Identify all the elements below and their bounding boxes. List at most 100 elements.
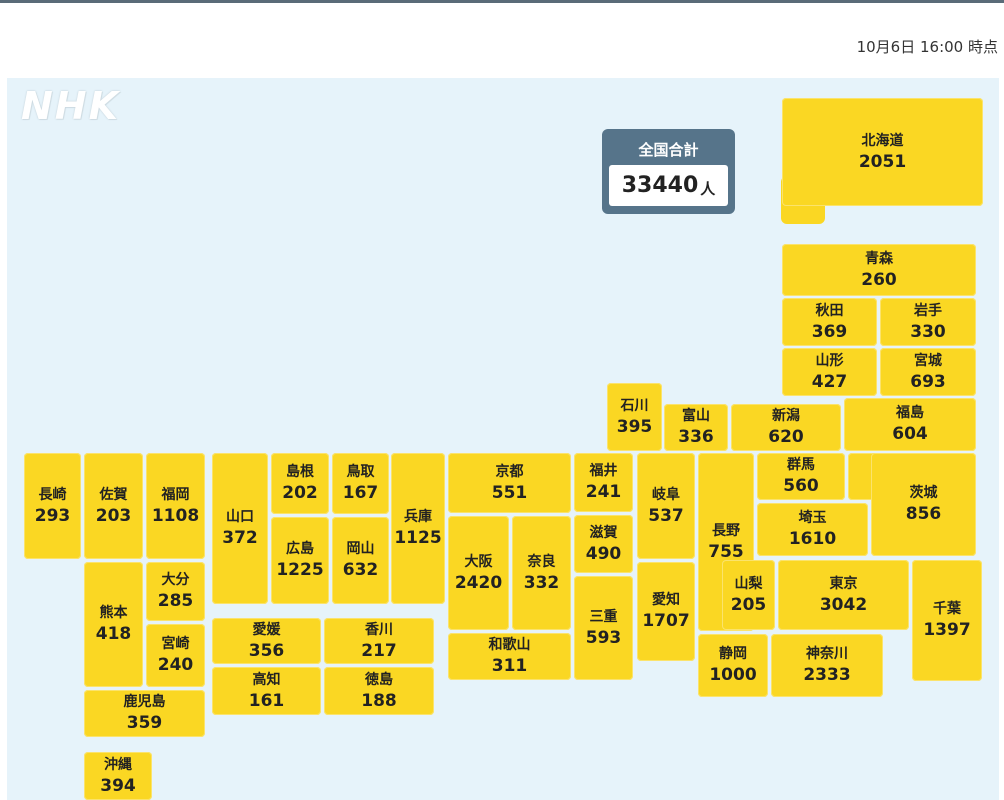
prefecture-tile-okayama[interactable]: 岡山 632 bbox=[332, 517, 389, 604]
prefecture-count: 560 bbox=[783, 476, 819, 496]
prefecture-count: 1610 bbox=[788, 529, 837, 549]
prefecture-tile-yamaguchi[interactable]: 山口 372 bbox=[212, 453, 268, 604]
prefecture-tile-shimane[interactable]: 島根 202 bbox=[271, 453, 329, 514]
prefecture-tile-mie[interactable]: 三重 593 bbox=[574, 576, 633, 680]
prefecture-tile-ibaraki[interactable]: 茨城 856 bbox=[871, 453, 976, 556]
prefecture-tile-gifu[interactable]: 岐阜 537 bbox=[637, 453, 695, 559]
prefecture-name: 山梨 bbox=[734, 575, 763, 592]
update-timestamp: 10月6日 16:00 時点 bbox=[856, 38, 998, 56]
prefecture-tile-hokkaido[interactable]: 北海道 2051 bbox=[782, 98, 983, 206]
prefecture-count: 293 bbox=[34, 505, 71, 526]
prefecture-count: 332 bbox=[523, 572, 560, 593]
prefecture-count: 551 bbox=[491, 482, 528, 503]
prefecture-tile-tottori[interactable]: 鳥取 167 bbox=[332, 453, 389, 514]
prefecture-count: 241 bbox=[585, 482, 622, 502]
prefecture-count: 285 bbox=[157, 591, 194, 611]
prefecture-count: 336 bbox=[678, 427, 714, 447]
prefecture-name: 長崎 bbox=[38, 486, 67, 503]
prefecture-tile-okinawa[interactable]: 沖縄 394 bbox=[84, 752, 152, 800]
prefecture-count: 394 bbox=[100, 775, 136, 796]
prefecture-name: 岡山 bbox=[346, 541, 375, 557]
prefecture-tile-oita[interactable]: 大分 285 bbox=[146, 562, 205, 621]
prefecture-name: 東京 bbox=[829, 575, 858, 592]
prefecture-name: 愛媛 bbox=[252, 621, 281, 638]
prefecture-tile-akita[interactable]: 秋田 369 bbox=[782, 298, 877, 346]
prefecture-count: 240 bbox=[157, 655, 194, 675]
prefecture-count: 620 bbox=[768, 427, 804, 447]
prefecture-name: 青森 bbox=[865, 250, 893, 267]
prefecture-count: 1225 bbox=[276, 560, 324, 580]
japan-tile-map: NHK 全国合計 33440 人 北海道 2051 青森 260 秋田 369 岩手 330 山… bbox=[7, 78, 999, 800]
prefecture-tile-toyama[interactable]: 富山 336 bbox=[664, 404, 728, 451]
prefecture-count: 2051 bbox=[858, 151, 907, 172]
prefecture-name: 福島 bbox=[896, 405, 924, 421]
national-total-box: 全国合計 33440 人 bbox=[602, 129, 735, 214]
prefecture-tile-yamanashi[interactable]: 山梨 205 bbox=[722, 560, 775, 630]
prefecture-tile-kochi[interactable]: 高知 161 bbox=[212, 667, 321, 715]
prefecture-name: 京都 bbox=[495, 463, 524, 480]
prefecture-tile-aomori[interactable]: 青森 260 bbox=[782, 244, 976, 296]
prefecture-tile-shizuoka[interactable]: 静岡 1000 bbox=[698, 634, 768, 697]
prefecture-count: 369 bbox=[811, 321, 848, 342]
prefecture-count: 205 bbox=[730, 594, 767, 615]
prefecture-tile-kagawa[interactable]: 香川 217 bbox=[324, 618, 434, 664]
prefecture-count: 217 bbox=[361, 640, 397, 661]
prefecture-name: 北海道 bbox=[861, 132, 904, 149]
prefecture-tile-aichi[interactable]: 愛知 1707 bbox=[637, 562, 695, 661]
prefecture-tile-yamagata[interactable]: 山形 427 bbox=[782, 348, 877, 396]
prefecture-tile-chiba[interactable]: 千葉 1397 bbox=[912, 560, 982, 681]
prefecture-count: 1125 bbox=[394, 528, 442, 548]
prefecture-tile-nara[interactable]: 奈良 332 bbox=[512, 516, 571, 630]
prefecture-tile-kyoto[interactable]: 京都 551 bbox=[448, 453, 571, 513]
prefecture-tile-fukui[interactable]: 福井 241 bbox=[574, 453, 633, 512]
prefecture-tile-kagoshima[interactable]: 鹿児島 359 bbox=[84, 690, 205, 737]
prefecture-name: 秋田 bbox=[815, 302, 844, 319]
prefecture-name: 兵庫 bbox=[404, 509, 432, 525]
prefecture-tile-miyagi[interactable]: 宮城 693 bbox=[880, 348, 976, 396]
prefecture-count: 755 bbox=[708, 541, 744, 562]
prefecture-count: 593 bbox=[585, 627, 622, 648]
prefecture-tile-osaka[interactable]: 大阪 2420 bbox=[448, 516, 509, 630]
prefecture-tile-tokushima[interactable]: 徳島 188 bbox=[324, 667, 434, 715]
nhk-logo: NHK bbox=[21, 84, 121, 128]
national-total-unit: 人 bbox=[700, 180, 716, 198]
prefecture-name: 神奈川 bbox=[806, 646, 848, 662]
prefecture-count: 856 bbox=[905, 504, 942, 524]
prefecture-tile-niigata[interactable]: 新潟 620 bbox=[731, 404, 841, 451]
prefecture-tile-ishikawa[interactable]: 石川 395 bbox=[607, 383, 662, 451]
prefecture-tile-nagasaki[interactable]: 長崎 293 bbox=[24, 453, 81, 559]
prefecture-count: 203 bbox=[95, 505, 132, 526]
prefecture-name: 静岡 bbox=[719, 646, 747, 662]
prefecture-tile-kanagawa[interactable]: 神奈川 2333 bbox=[771, 634, 883, 697]
prefecture-tile-tokyo[interactable]: 東京 3042 bbox=[778, 560, 909, 630]
prefecture-name: 石川 bbox=[620, 397, 649, 414]
prefecture-tile-shiga[interactable]: 滋賀 490 bbox=[574, 515, 633, 573]
prefecture-count: 1707 bbox=[642, 611, 690, 631]
prefecture-name: 富山 bbox=[682, 408, 710, 424]
prefecture-tile-saitama[interactable]: 埼玉 1610 bbox=[757, 503, 868, 556]
prefecture-tile-fukuoka[interactable]: 福岡 1108 bbox=[146, 453, 205, 559]
prefecture-name: 香川 bbox=[365, 621, 393, 638]
prefecture-count: 202 bbox=[282, 483, 318, 503]
prefecture-name: 広島 bbox=[286, 541, 314, 557]
prefecture-name: 愛知 bbox=[652, 592, 680, 608]
prefecture-tile-saga[interactable]: 佐賀 203 bbox=[84, 453, 143, 559]
prefecture-count: 2333 bbox=[803, 665, 851, 685]
prefecture-tile-fukushima[interactable]: 福島 604 bbox=[844, 398, 976, 451]
prefecture-name: 三重 bbox=[589, 608, 618, 625]
prefecture-tile-kumamoto[interactable]: 熊本 418 bbox=[84, 562, 143, 687]
prefecture-tile-wakayama[interactable]: 和歌山 311 bbox=[448, 633, 571, 680]
prefecture-name: 徳島 bbox=[365, 671, 393, 688]
prefecture-name: 滋賀 bbox=[589, 524, 618, 541]
prefecture-count: 1108 bbox=[151, 505, 200, 526]
prefecture-tile-ehime[interactable]: 愛媛 356 bbox=[212, 618, 321, 664]
prefecture-count: 693 bbox=[910, 371, 946, 392]
prefecture-count: 330 bbox=[910, 321, 946, 342]
prefecture-tile-hyogo[interactable]: 兵庫 1125 bbox=[391, 453, 445, 604]
prefecture-count: 3042 bbox=[819, 594, 868, 615]
prefecture-tile-miyazaki[interactable]: 宮崎 240 bbox=[146, 624, 205, 687]
prefecture-tile-iwate[interactable]: 岩手 330 bbox=[880, 298, 976, 346]
prefecture-tile-hiroshima[interactable]: 広島 1225 bbox=[271, 517, 329, 604]
prefecture-name: 鳥取 bbox=[346, 464, 375, 480]
prefecture-tile-gunma[interactable]: 群馬 560 bbox=[757, 453, 845, 500]
